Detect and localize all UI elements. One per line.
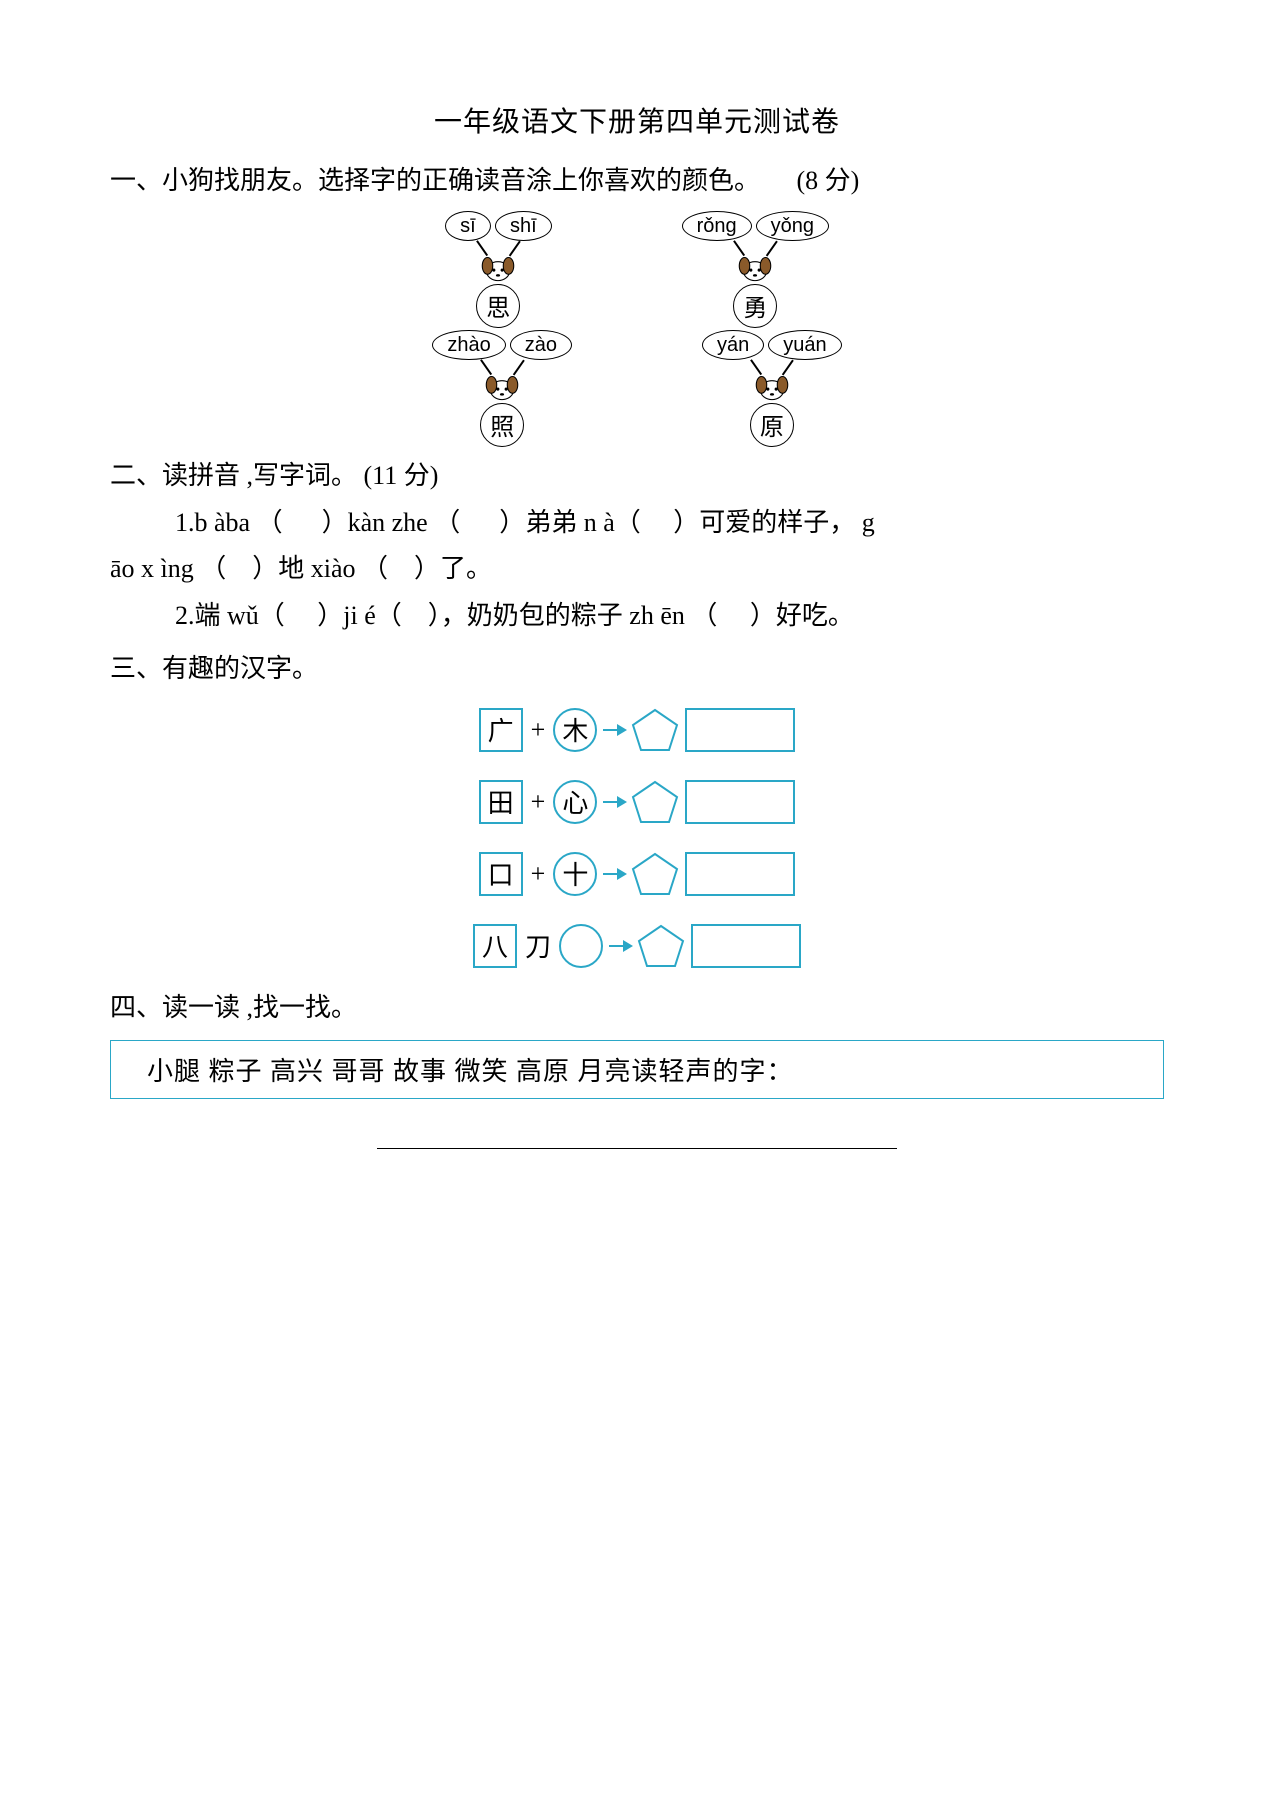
result-pentagon[interactable] [637,924,685,968]
pinyin-option-left[interactable]: rǒng [682,211,752,241]
pinyin-option-left[interactable]: zhào [432,330,505,360]
component-a: 八 [473,924,517,968]
section4-heading: 四、读一读 ,找一找。 [110,985,1164,1032]
pinyin-option-left[interactable]: yán [702,330,764,360]
plus-icon: + [529,715,548,745]
pinyin-option-left[interactable]: sī [445,211,491,241]
text-fragment: ），奶奶包的粽子 zh ēn （ [428,601,718,630]
pinyin-option-right[interactable]: zào [510,330,572,360]
pinyin-group: yán yuán 原 [702,330,842,447]
plus-icon: + [529,787,548,817]
dog-icon [481,371,523,403]
pinyin-group: rǒng yǒng 勇 [682,211,829,328]
equation-list: 广 + 木 田 + 心 口 + 十 [110,705,1164,971]
result-pentagon[interactable] [631,852,679,896]
equation-row: 田 + 心 [472,777,803,827]
target-char: 照 [480,403,524,447]
q2-line2: 2.端 wǔ（ ）ji é（ ），奶奶包的粽子 zh ēn （ ）好吃。 [110,593,1164,640]
section2-text: 二、读拼音 ,写字词。 [110,461,357,490]
answer-box[interactable] [685,780,795,824]
equation-row: 广 + 木 [472,705,803,755]
pinyin-row-1: sī shī 思 rǒng yǒng 勇 [110,211,1164,328]
text-fragment: ）了。 [414,554,492,583]
arrow-icon [603,729,625,731]
target-char: 思 [476,284,520,328]
dog-icon [477,252,519,284]
component-b: 木 [553,708,597,752]
section2-score: (11 分) [364,461,439,490]
q2-line1b: āo x ìng （ ）地 xiào （ ）了。 [110,546,1164,593]
answer-box[interactable] [691,924,801,968]
component-a: 广 [479,708,523,752]
answer-line[interactable] [377,1117,897,1149]
answer-box[interactable] [685,708,795,752]
answer-box[interactable] [685,852,795,896]
component-a: 田 [479,780,523,824]
q2-line1: 1.b àba （ ）kàn zhe （ ）弟弟 n à（ ）可爱的样子， g [110,500,1164,547]
text-fragment: 2.端 wǔ（ [175,601,285,630]
text-fragment: 1.b àba （ [175,508,283,537]
text-fragment: āo x ìng （ [110,554,226,583]
equation-row: 口 + 十 [472,849,803,899]
pinyin-option-right[interactable]: yǒng [756,211,829,241]
target-char: 原 [750,403,794,447]
pinyin-group: sī shī 思 [445,211,552,328]
text-fragment: ）kàn zhe （ [322,508,461,537]
result-pentagon[interactable] [631,708,679,752]
pinyin-row-2: zhào zào 照 yán yuán 原 [110,330,1164,447]
section1-heading: 一、小狗找朋友。选择字的正确读音涂上你喜欢的颜色。 (8 分) [110,158,1164,205]
worksheet-page: 一年级语文下册第四单元测试卷 一、小狗找朋友。选择字的正确读音涂上你喜欢的颜色。… [0,0,1274,1804]
text-fragment: ）好吃。 [750,601,854,630]
target-char: 勇 [733,284,777,328]
component-b: 刀 [523,924,553,968]
pinyin-group: zhào zào 照 [432,330,572,447]
arrow-icon [603,873,625,875]
text-fragment: ）可爱的样子， g [673,508,875,537]
section2-heading: 二、读拼音 ,写字词。 (11 分) [110,453,1164,500]
page-title: 一年级语文下册第四单元测试卷 [110,100,1164,140]
pinyin-option-right[interactable]: shī [495,211,552,241]
pinyin-option-right[interactable]: yuán [768,330,841,360]
component-b: 十 [553,852,597,896]
text-fragment: ）地 xiào （ [252,554,388,583]
word-bank-box: 小腿 粽子 高兴 哥哥 故事 微笑 高原 月亮读轻声的字： [110,1040,1164,1099]
section3-heading: 三、有趣的汉字。 [110,646,1164,693]
arrow-icon [609,945,631,947]
component-b: 心 [553,780,597,824]
equation-row: 八 刀 [466,921,808,971]
text-fragment: ）弟弟 n à（ [499,508,641,537]
component-a: 口 [479,852,523,896]
dog-icon [751,371,793,403]
empty-circle[interactable] [559,924,603,968]
section1-score: (8 分) [797,166,860,195]
dog-icon [734,252,776,284]
text-fragment: ）ji é（ [317,601,402,630]
section1-text: 一、小狗找朋友。选择字的正确读音涂上你喜欢的颜色。 [110,166,760,195]
arrow-icon [603,801,625,803]
plus-icon: + [529,859,548,889]
result-pentagon[interactable] [631,780,679,824]
